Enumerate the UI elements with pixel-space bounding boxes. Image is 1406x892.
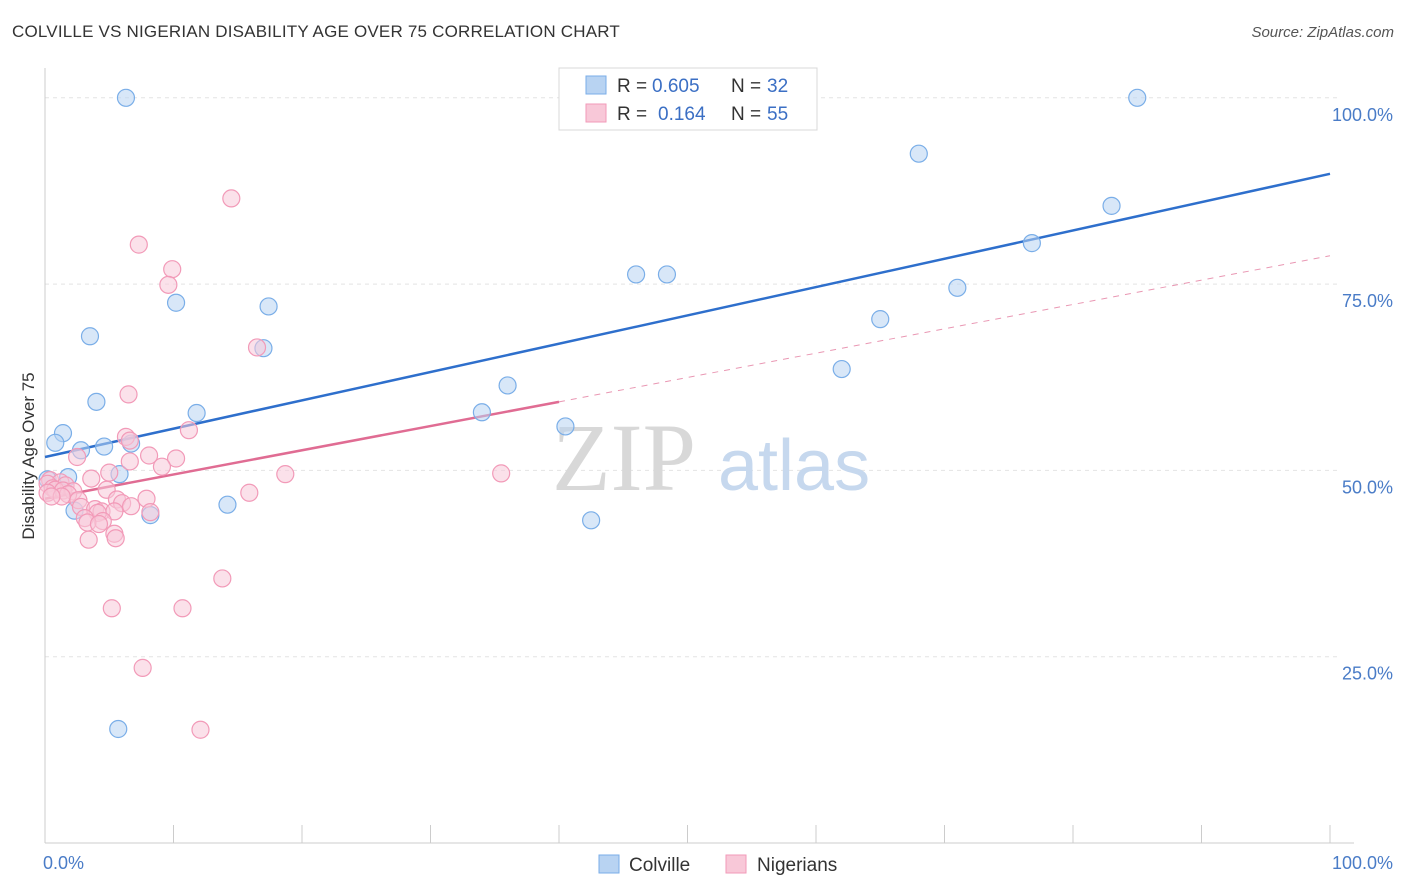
point-nigerians-5 bbox=[119, 385, 138, 404]
watermark-zip: ZIP bbox=[552, 404, 696, 511]
point-nigerians-14 bbox=[276, 465, 295, 484]
point-nigerians-4 bbox=[247, 338, 267, 357]
point-colville-11 bbox=[80, 327, 100, 346]
point-colville-13 bbox=[832, 359, 851, 379]
point-nigerians-10 bbox=[166, 449, 186, 468]
point-nigerians-0 bbox=[222, 189, 241, 208]
point-colville-30 bbox=[582, 511, 601, 530]
point-colville-0 bbox=[116, 88, 136, 107]
point-nigerians-52 bbox=[133, 658, 152, 677]
trend-line-0 bbox=[44, 172, 1331, 459]
grid-lines bbox=[45, 97, 1340, 658]
legend-r-label-1: R = bbox=[617, 76, 647, 97]
series-legend-swatch-nigerians bbox=[725, 854, 747, 874]
point-colville-10 bbox=[871, 310, 890, 329]
watermark: ZIP atlas bbox=[552, 404, 870, 511]
point-nigerians-16 bbox=[100, 463, 119, 482]
point-colville-27 bbox=[218, 495, 237, 514]
legend-swatch-nigerians bbox=[585, 103, 607, 123]
point-colville-17 bbox=[187, 403, 206, 423]
point-nigerians-54 bbox=[42, 487, 61, 506]
point-nigerians-8 bbox=[179, 421, 199, 440]
point-colville-6 bbox=[657, 265, 677, 284]
point-nigerians-11 bbox=[68, 447, 87, 467]
series-legend-swatch-colville bbox=[598, 854, 620, 874]
point-nigerians-35 bbox=[121, 497, 141, 516]
legend-swatch-colville bbox=[585, 75, 607, 95]
point-nigerians-47 bbox=[106, 529, 125, 548]
point-nigerians-49 bbox=[213, 569, 232, 588]
point-colville-4 bbox=[1022, 234, 1041, 253]
y-tick-label-1: 50.0% bbox=[1342, 477, 1393, 497]
point-colville-8 bbox=[166, 293, 186, 312]
point-nigerians-3 bbox=[159, 275, 178, 294]
point-colville-9 bbox=[259, 297, 278, 316]
point-colville-18 bbox=[556, 417, 575, 436]
point-nigerians-12 bbox=[120, 452, 139, 471]
trend-line-ext-1 bbox=[558, 255, 1331, 403]
point-colville-14 bbox=[498, 376, 517, 395]
point-nigerians-15 bbox=[492, 464, 511, 483]
point-nigerians-1 bbox=[129, 235, 148, 254]
point-colville-16 bbox=[472, 403, 491, 422]
y-tick-label-2: 75.0% bbox=[1342, 291, 1393, 311]
x-tick-label-0: 0.0% bbox=[43, 853, 84, 873]
point-nigerians-44 bbox=[89, 514, 109, 534]
legend-r-label-2: R = bbox=[617, 104, 647, 125]
series-legend: Colville Nigerians bbox=[598, 854, 837, 876]
chart-source: Source: ZipAtlas.com bbox=[1251, 24, 1394, 41]
point-colville-20 bbox=[46, 433, 65, 452]
point-colville-3 bbox=[1102, 196, 1121, 215]
point-nigerians-32 bbox=[240, 483, 259, 502]
y-axis-label: Disability Age Over 75 bbox=[19, 372, 38, 539]
point-colville-1 bbox=[1128, 88, 1147, 107]
chart-title: COLVILLE VS NIGERIAN DISABILITY AGE OVER… bbox=[12, 22, 621, 41]
point-nigerians-2 bbox=[163, 260, 182, 279]
point-colville-22 bbox=[95, 437, 114, 456]
point-colville-5 bbox=[626, 265, 646, 284]
tick-labels: 25.0% 50.0% 75.0% 100.0% 0.0% 100.0% bbox=[43, 105, 1393, 873]
y-tick-label-3: 100.0% bbox=[1332, 105, 1393, 125]
legend-n-label-2: N = bbox=[731, 104, 761, 125]
point-nigerians-51 bbox=[173, 599, 192, 618]
series-legend-nigerians: Nigerians bbox=[757, 855, 837, 876]
point-nigerians-7 bbox=[120, 431, 139, 450]
point-nigerians-9 bbox=[139, 446, 159, 465]
point-colville-7 bbox=[948, 278, 967, 297]
point-colville-2 bbox=[909, 144, 928, 163]
point-nigerians-45 bbox=[141, 503, 160, 522]
y-tick-label-0: 25.0% bbox=[1342, 664, 1393, 684]
point-nigerians-53 bbox=[191, 720, 210, 739]
data-points bbox=[38, 88, 1147, 739]
point-nigerians-13 bbox=[152, 457, 172, 476]
point-nigerians-17 bbox=[82, 469, 101, 488]
x-tick-label-1: 100.0% bbox=[1332, 853, 1393, 873]
point-colville-31 bbox=[109, 719, 128, 739]
legend-n-value-1: 32 bbox=[767, 76, 788, 97]
trend-line-1 bbox=[44, 400, 560, 500]
legend-r-value-1: 0.605 bbox=[652, 76, 700, 97]
trend-lines bbox=[44, 172, 1331, 500]
watermark-atlas: atlas bbox=[718, 426, 870, 506]
point-nigerians-50 bbox=[102, 599, 121, 618]
legend-r-value-2: 0.164 bbox=[658, 104, 706, 125]
legend-n-label-1: N = bbox=[731, 76, 761, 97]
correlation-legend: R = 0.605 N = 32 R = 0.164 N = 55 bbox=[558, 67, 818, 131]
point-nigerians-48 bbox=[79, 530, 98, 549]
axes bbox=[44, 68, 1354, 844]
series-legend-colville: Colville bbox=[629, 855, 690, 876]
point-colville-15 bbox=[87, 392, 106, 411]
legend-n-value-2: 55 bbox=[767, 104, 788, 125]
